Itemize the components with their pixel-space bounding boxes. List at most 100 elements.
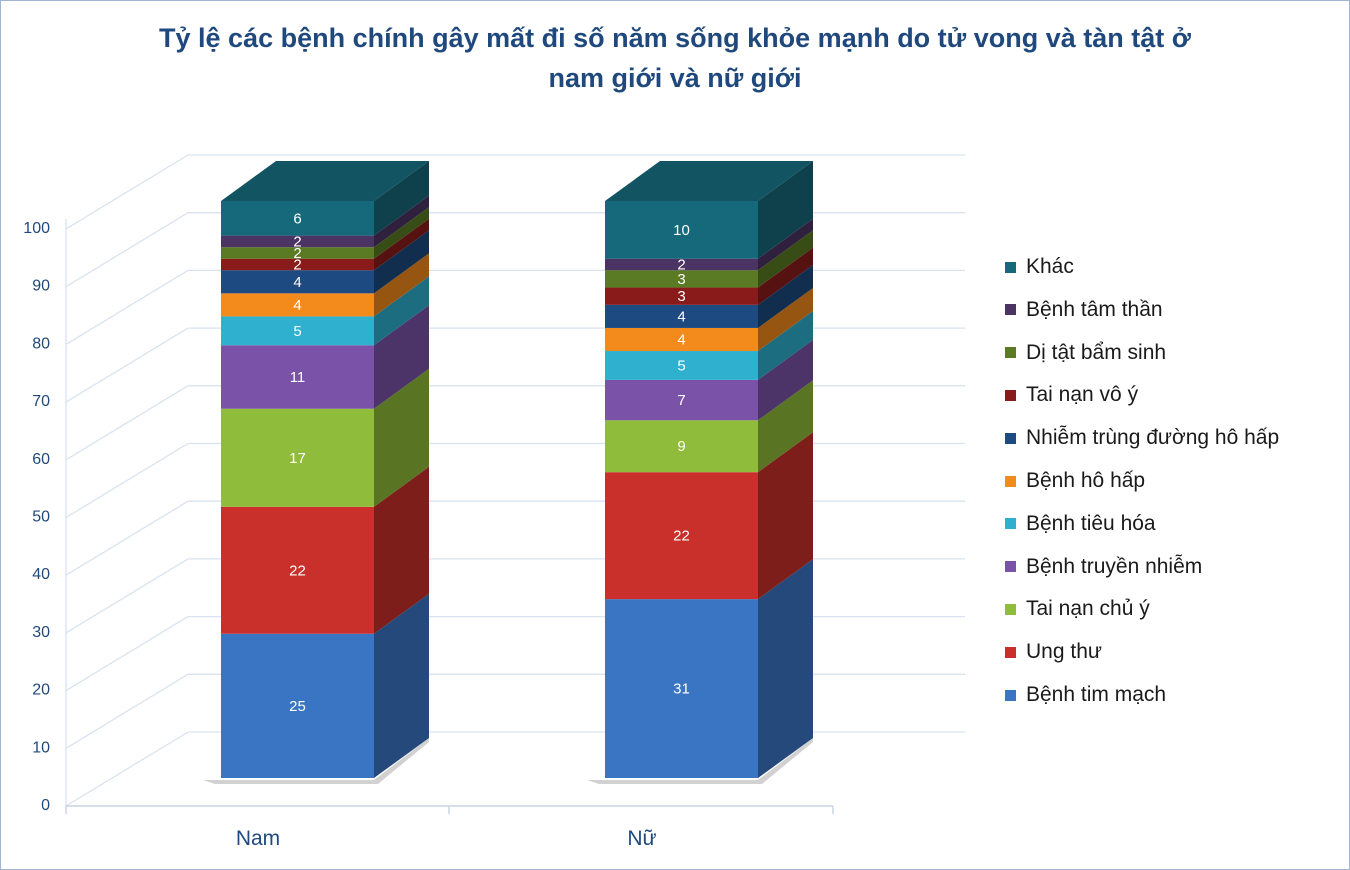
data-label: 25 <box>289 698 306 715</box>
legend-item: Ung thư <box>1005 637 1102 667</box>
y-tick-label: 30 <box>32 624 50 641</box>
legend-item: Khác <box>1005 252 1074 282</box>
bar-segment-nam-10 <box>221 201 374 236</box>
data-label: 4 <box>293 274 301 291</box>
data-label: 2 <box>293 245 301 262</box>
chart-title: Tỷ lệ các bệnh chính gây mất đi số năm s… <box>159 23 1191 93</box>
bar-side-nam-1 <box>374 466 429 634</box>
bar-side-nữ-1 <box>758 432 813 600</box>
legend-swatch <box>1005 475 1016 487</box>
legend-item: Tai nạn vô ý <box>1005 380 1138 410</box>
y-tick-label: 40 <box>32 566 50 583</box>
bar-segment-nữ-4 <box>605 351 758 380</box>
y-tick-label: 60 <box>32 451 50 468</box>
bar-segment-nữ-6 <box>605 304 758 328</box>
bar-side-nữ-5 <box>758 287 813 352</box>
bar-side-nữ-0 <box>758 559 813 778</box>
bar-segment-nam-1 <box>221 506 374 634</box>
legend-label: Bệnh tiêu hóa <box>1026 511 1156 535</box>
y-tick-label: 90 <box>32 278 50 295</box>
bar-segment-nam-0 <box>221 633 374 778</box>
legend-label: Bệnh hô hấp <box>1026 469 1146 492</box>
legend-swatch <box>1005 347 1016 359</box>
x-category-label: Nam <box>236 827 280 850</box>
legend-swatch <box>1005 432 1016 444</box>
bar-side-nam-10 <box>374 161 429 236</box>
bar-top-nam <box>221 161 429 201</box>
y-tick-label: 10 <box>32 739 50 756</box>
bar-segment-nữ-7 <box>605 287 758 305</box>
bar-top-nữ <box>605 161 813 201</box>
bar-side-nam-2 <box>374 368 429 507</box>
data-label: 22 <box>289 562 306 579</box>
legend-item: Bệnh hô hấp <box>1005 466 1145 496</box>
bar-side-nữ-6 <box>758 264 813 328</box>
data-label: 31 <box>673 681 690 698</box>
gridline-side <box>65 500 189 576</box>
legend-swatch <box>1005 304 1016 316</box>
data-label: 5 <box>677 357 685 374</box>
legend-item: Bệnh truyền nhiễm <box>1005 552 1202 582</box>
bar-segment-nữ-10 <box>605 201 758 259</box>
bar-side-nữ-7 <box>758 247 813 305</box>
bar-segment-nam-2 <box>221 408 374 507</box>
y-tick-label: 100 <box>23 220 50 237</box>
legend-swatch <box>1005 261 1016 273</box>
bar-segment-nam-4 <box>221 316 374 346</box>
bar-segment-nam-5 <box>221 293 374 317</box>
legend-swatch <box>1005 646 1016 658</box>
gridline-side <box>65 616 189 692</box>
legend-item: Dị tật bẩm sinh <box>1005 338 1166 368</box>
gridline-side <box>65 154 189 230</box>
bar-side-nữ-4 <box>758 311 813 380</box>
bar-side-nam-0 <box>374 593 429 778</box>
bar-side-nữ-3 <box>758 339 813 421</box>
bar-segment-nữ-9 <box>605 258 758 271</box>
legend-item: Bệnh tim mạch <box>1005 680 1166 710</box>
legend-item: Bệnh tiêu hóa <box>1005 509 1156 539</box>
data-label: 9 <box>677 438 685 455</box>
x-category-label: Nữ <box>627 827 656 850</box>
legend-label: Bệnh truyền nhiễm <box>1026 554 1203 578</box>
bar-segment-nam-8 <box>221 247 374 259</box>
legend-swatch <box>1005 561 1016 573</box>
data-label: 6 <box>293 210 301 227</box>
legend-swatch <box>1005 603 1016 615</box>
data-label: 2 <box>293 233 301 250</box>
data-label: 3 <box>677 271 685 288</box>
legend-label: Dị tật bẩm sinh <box>1026 340 1167 364</box>
y-tick-label: 70 <box>32 393 50 410</box>
bar-segment-nữ-2 <box>605 420 758 473</box>
legend-item: Nhiễm trùng đường hô hấp <box>1005 423 1279 453</box>
legend-label: Nhiễm trùng đường hô hấp <box>1026 426 1280 450</box>
data-label: 10 <box>673 222 690 239</box>
bar-side-nữ-8 <box>758 230 813 288</box>
gridline-side <box>65 673 189 749</box>
bar-side-nữ-10 <box>758 161 813 259</box>
data-label: 2 <box>677 256 685 273</box>
legend-label: Tai nạn vô ý <box>1026 383 1139 407</box>
gridline-side <box>65 558 189 634</box>
data-label: 4 <box>293 297 301 314</box>
bar-segment-nữ-8 <box>605 270 758 288</box>
legend-item: Tai nạn chủ ý <box>1005 594 1150 624</box>
legend-swatch <box>1005 518 1016 530</box>
gridline-side <box>65 385 189 461</box>
y-tick-label: 50 <box>32 509 50 526</box>
legend-label: Tai nạn chủ ý <box>1026 597 1150 621</box>
legend-item: Bệnh tâm thần <box>1005 295 1163 325</box>
legend-label: Bệnh tâm thần <box>1026 297 1163 321</box>
data-label: 7 <box>677 392 685 409</box>
gridline-side <box>65 327 189 403</box>
bar-segment-nam-9 <box>221 235 374 248</box>
gridline-side <box>65 442 189 519</box>
bar-segment-nam-7 <box>221 258 374 271</box>
bar-segment-nam-6 <box>221 270 374 294</box>
bar-side-nam-8 <box>374 207 429 259</box>
legend-label: Khác <box>1026 255 1074 278</box>
gridline-side <box>65 269 189 345</box>
y-tick-label: 80 <box>32 335 50 352</box>
bar-segment-nữ-5 <box>605 327 758 352</box>
bar-side-nữ-2 <box>758 380 813 473</box>
